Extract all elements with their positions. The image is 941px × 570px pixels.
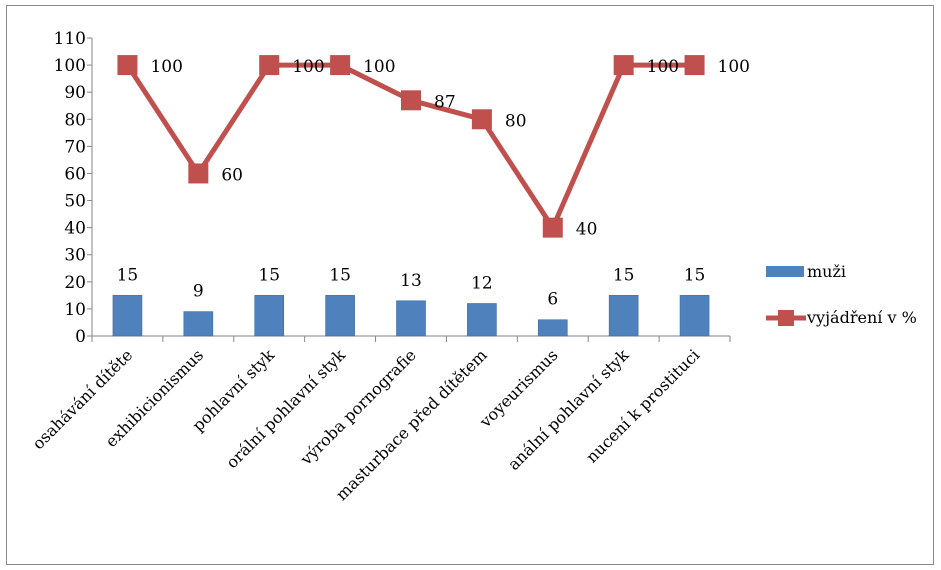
bar-data-label: 15 (117, 265, 139, 285)
y-tick-label: 70 (64, 137, 86, 157)
bar-series-muzi (112, 295, 710, 337)
y-tick-label: 110 (54, 29, 86, 49)
line-marker (613, 55, 634, 76)
line-marker (330, 55, 351, 76)
line-data-label: 40 (576, 220, 598, 240)
y-tick-label: 10 (64, 300, 86, 320)
line-vyjadreni (125, 62, 695, 231)
y-tick-label: 60 (64, 164, 86, 184)
line-marker (259, 55, 280, 76)
line-data-label: 100 (363, 57, 395, 77)
y-tick-label: 20 (64, 273, 86, 293)
y-tick-label: 50 (64, 192, 86, 212)
bar-data-label: 12 (471, 273, 493, 293)
y-tick-label: 100 (54, 56, 86, 76)
bar-muzi (396, 300, 426, 337)
legend: muži vyjádření v % (766, 262, 917, 327)
line-data-label: 87 (434, 92, 456, 112)
line-marker (117, 55, 138, 76)
line-marker (684, 55, 705, 76)
legend-marker-vyjadreni (778, 310, 794, 326)
line-marker (401, 90, 421, 111)
line-data-label: 100 (718, 57, 750, 77)
bar-data-label: 6 (547, 290, 558, 310)
line-data-label: 80 (505, 111, 527, 131)
bar-data-label: 15 (329, 265, 351, 285)
bar-data-label: 15 (613, 265, 635, 285)
bar-muzi (679, 295, 710, 337)
category-label: anální pohlavní styk (504, 345, 633, 474)
line-marker (188, 163, 209, 184)
legend-swatch-muzi (766, 266, 804, 277)
bar-muzi (537, 319, 568, 337)
y-tick-label: 40 (64, 219, 86, 239)
line-marker (542, 217, 563, 238)
data-labels: 15 9 15 15 13 12 6 15 15 100 60 100 100 87 80 40 100 100 (117, 57, 750, 310)
category-label: masturbace před dítětem (332, 345, 491, 504)
bar-muzi (254, 295, 285, 337)
line-marker (471, 109, 492, 130)
bar-muzi (467, 303, 497, 337)
legend-label-vyjadreni: vyjádření v % (806, 308, 917, 327)
category-labels: osahávání dítěteexhibicionismuspohlavní … (28, 345, 703, 504)
bar-data-label: 13 (400, 271, 422, 291)
line-data-label: 100 (150, 57, 182, 77)
bar-muzi (608, 295, 639, 337)
chart-frame (6, 5, 934, 565)
y-tick-label: 80 (64, 110, 86, 130)
y-tick-label: 30 (64, 246, 86, 266)
line-data-label: 100 (647, 57, 679, 77)
category-label: výroba pornografie (296, 345, 420, 469)
bar-data-label: 15 (258, 265, 280, 285)
y-tick-label: 0 (75, 327, 86, 347)
line-series-vyjadreni (117, 55, 705, 238)
bar-data-label: 9 (193, 282, 204, 302)
bar-muzi (112, 295, 143, 337)
line-data-label: 60 (221, 165, 243, 185)
line-data-label: 100 (292, 57, 324, 77)
bar-muzi (325, 295, 355, 337)
bar-data-label: 15 (684, 265, 706, 285)
category-label: orální pohlavní styk (222, 345, 349, 472)
bar-muzi (183, 311, 214, 337)
y-tick-label: 90 (64, 83, 86, 103)
legend-label-muzi: muži (807, 262, 846, 281)
